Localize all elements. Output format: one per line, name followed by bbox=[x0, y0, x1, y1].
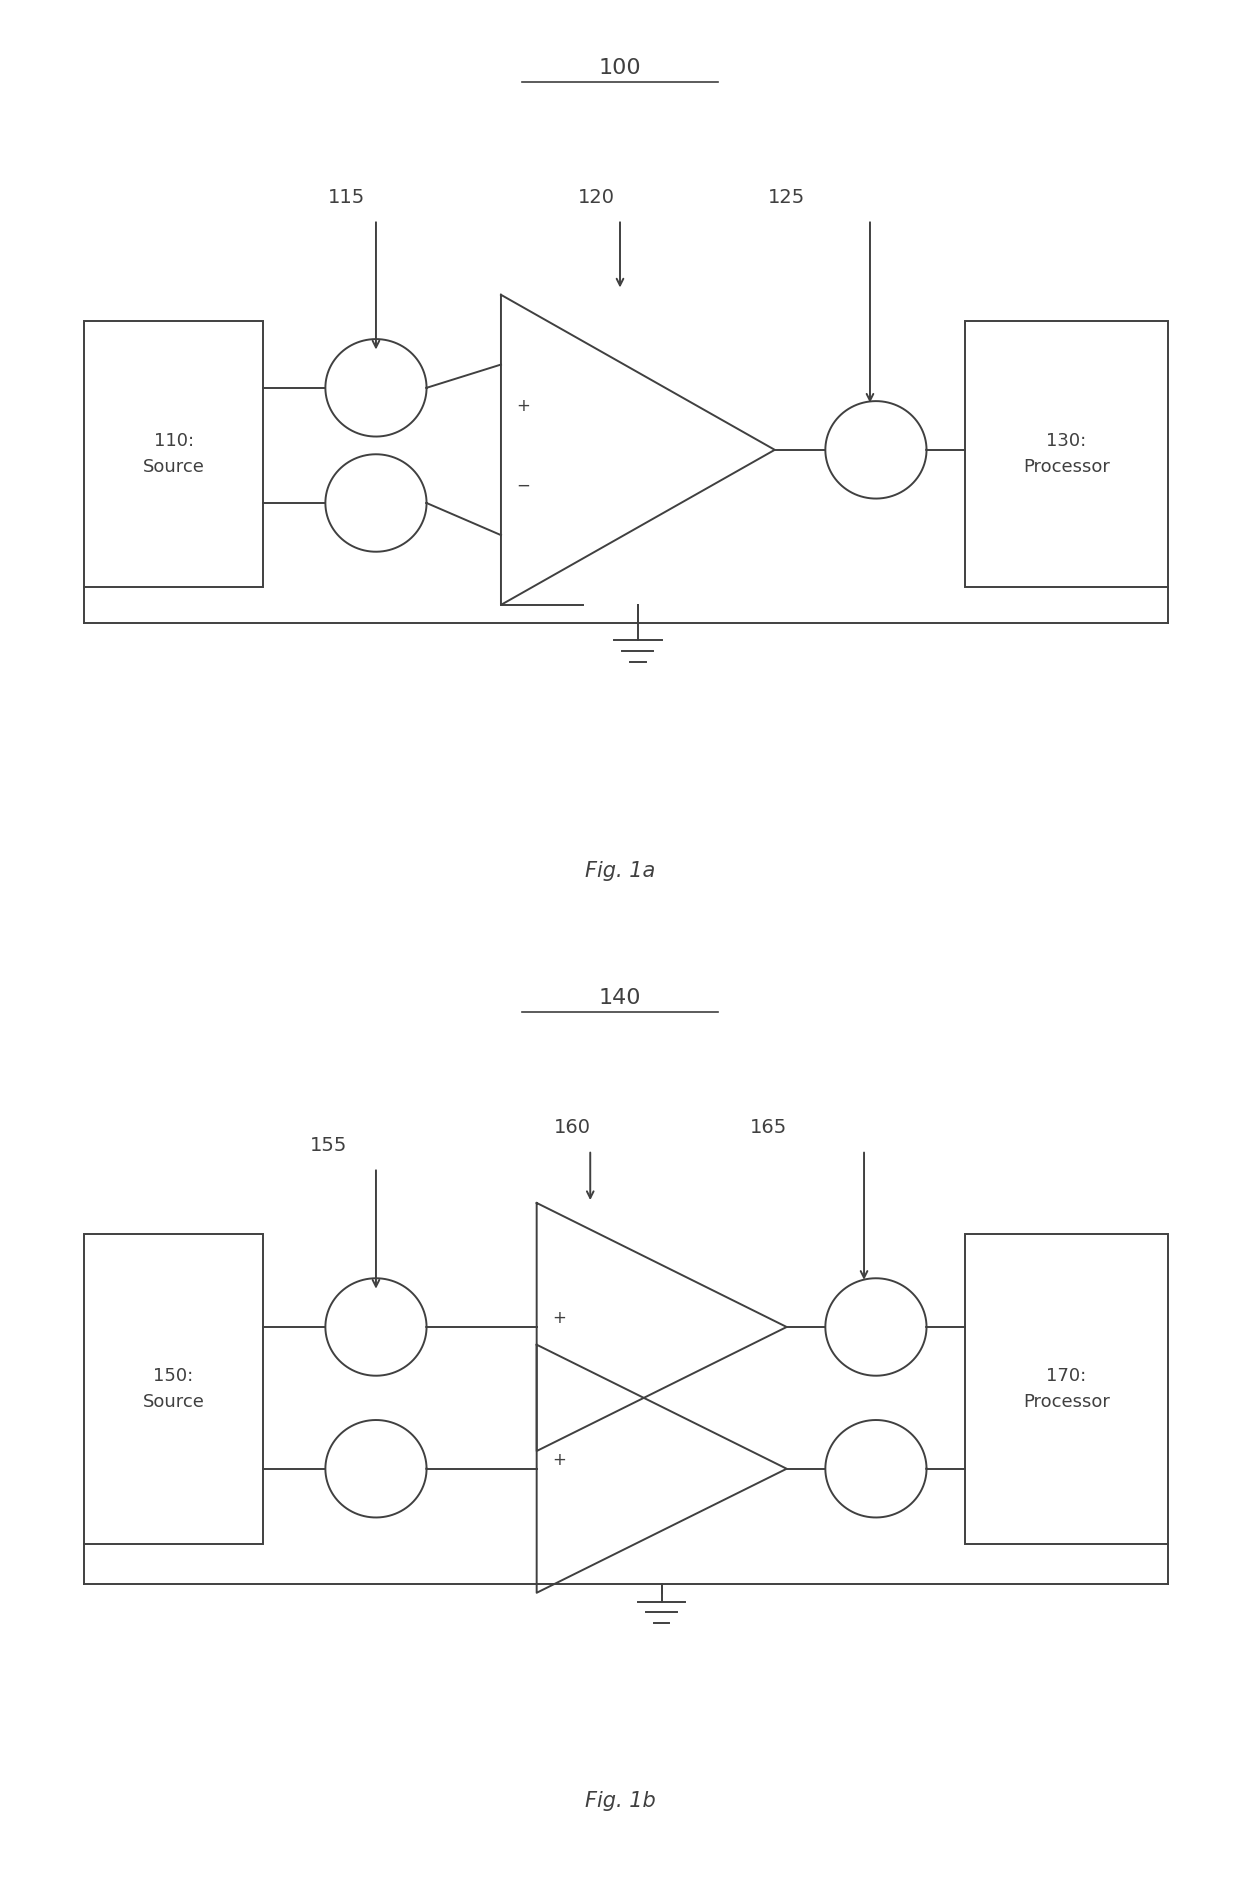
Text: Fig. 1b: Fig. 1b bbox=[584, 1792, 656, 1811]
Text: −: − bbox=[516, 477, 531, 494]
Text: 150:
Source: 150: Source bbox=[143, 1366, 205, 1411]
Text: 115: 115 bbox=[327, 187, 365, 206]
Text: 125: 125 bbox=[768, 187, 805, 206]
Bar bbox=[965, 1234, 1168, 1544]
Text: 140: 140 bbox=[599, 988, 641, 1008]
Bar bbox=[84, 1234, 263, 1544]
Bar bbox=[965, 322, 1168, 587]
Text: Fig. 1a: Fig. 1a bbox=[585, 861, 655, 880]
Text: 120: 120 bbox=[578, 187, 615, 206]
Text: 100: 100 bbox=[599, 59, 641, 78]
Text: 160: 160 bbox=[554, 1118, 591, 1137]
Text: 155: 155 bbox=[310, 1135, 347, 1154]
Text: 170:
Processor: 170: Processor bbox=[1023, 1366, 1110, 1411]
Text: +: + bbox=[552, 1451, 565, 1468]
Text: +: + bbox=[516, 397, 531, 414]
Text: 130:
Processor: 130: Processor bbox=[1023, 431, 1110, 477]
Text: 110:
Source: 110: Source bbox=[143, 431, 205, 477]
Text: 165: 165 bbox=[750, 1118, 787, 1137]
Bar bbox=[84, 322, 263, 587]
Text: +: + bbox=[552, 1309, 565, 1326]
